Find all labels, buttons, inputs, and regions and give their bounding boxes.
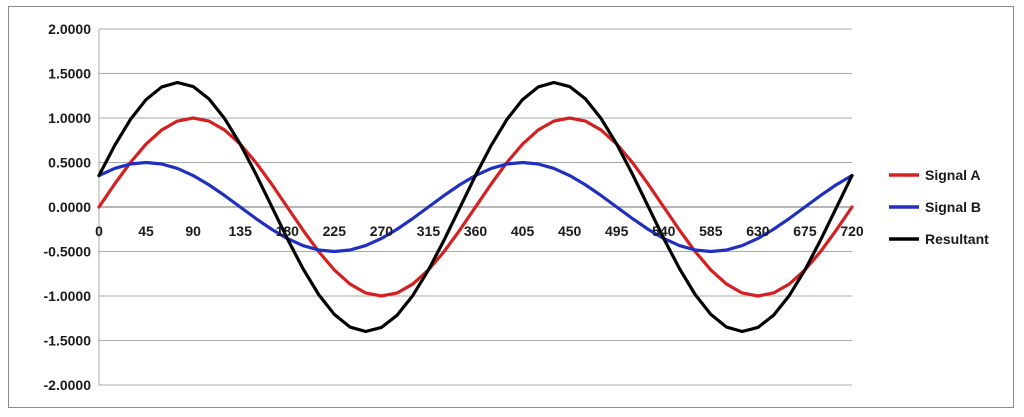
y-axis-tick-labels: 2.0000 1.5000 1.0000 0.5000 0.0000 -0.5000 -1.…	[44, 21, 92, 393]
x-tick-label: 270	[370, 223, 394, 239]
x-tick-label: 405	[511, 223, 535, 239]
y-tick-label: -0.5000	[44, 244, 92, 260]
x-tick-label: 450	[558, 223, 582, 239]
y-tick-label: 1.5000	[48, 66, 91, 82]
x-tick-label: 315	[417, 223, 441, 239]
series-line-resultant	[97, 80, 854, 334]
y-tick-label: 2.0000	[48, 21, 91, 37]
x-tick-label: 720	[840, 223, 864, 239]
line-chart: 2.0000 1.5000 1.0000 0.5000 0.0000 -0.5000 -1.…	[44, 21, 990, 393]
chart-frame: 2.0000 1.5000 1.0000 0.5000 0.0000 -0.5000 -1.…	[8, 6, 1014, 408]
series-line-signal-a	[97, 116, 854, 298]
y-tick-label: 0.5000	[48, 155, 91, 171]
x-tick-label: 90	[185, 223, 201, 239]
x-tick-label: 135	[229, 223, 253, 239]
x-axis-tick-labels: 0 45 90 135 180 225 270 315 360 405 450 495 540 585 63…	[95, 223, 864, 239]
y-tick-label: 0.0000	[48, 199, 91, 215]
x-tick-label: 360	[464, 223, 488, 239]
x-tick-label: 540	[652, 223, 676, 239]
legend-label-signal-a: Signal A	[925, 167, 981, 183]
x-tick-label: 630	[746, 223, 770, 239]
x-tick-label: 675	[793, 223, 817, 239]
x-tick-label: 225	[323, 223, 347, 239]
legend-label-signal-b: Signal B	[925, 199, 981, 215]
x-tick-label: 585	[699, 223, 723, 239]
legend-label-resultant: Resultant	[925, 231, 989, 247]
y-tick-label: -1.5000	[44, 333, 92, 349]
x-tick-label: 45	[138, 223, 154, 239]
series-lines	[97, 80, 854, 334]
y-tick-label: 1.0000	[48, 110, 91, 126]
x-tick-label: 0	[95, 223, 103, 239]
y-tick-label: -2.0000	[44, 377, 92, 393]
x-tick-label: 495	[605, 223, 629, 239]
legend: Signal A Signal B Resultant	[889, 167, 989, 247]
x-tick-label: 180	[276, 223, 300, 239]
y-tick-label: -1.0000	[44, 288, 92, 304]
